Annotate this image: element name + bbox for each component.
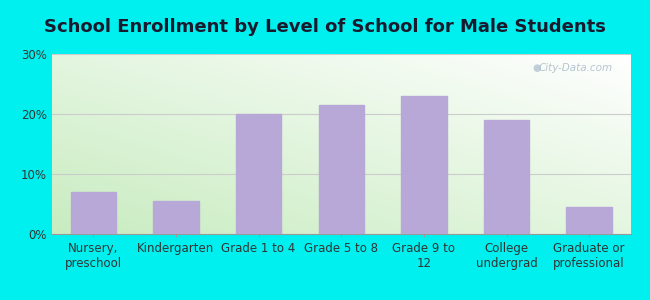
Text: City-Data.com: City-Data.com <box>539 63 613 73</box>
Text: School Enrollment by Level of School for Male Students: School Enrollment by Level of School for… <box>44 18 606 36</box>
Bar <box>484 120 529 234</box>
Bar <box>566 207 612 234</box>
Bar <box>236 114 281 234</box>
Bar <box>318 105 364 234</box>
Text: ●: ● <box>532 63 541 73</box>
Bar <box>401 96 447 234</box>
Bar <box>71 192 116 234</box>
Bar <box>153 201 199 234</box>
